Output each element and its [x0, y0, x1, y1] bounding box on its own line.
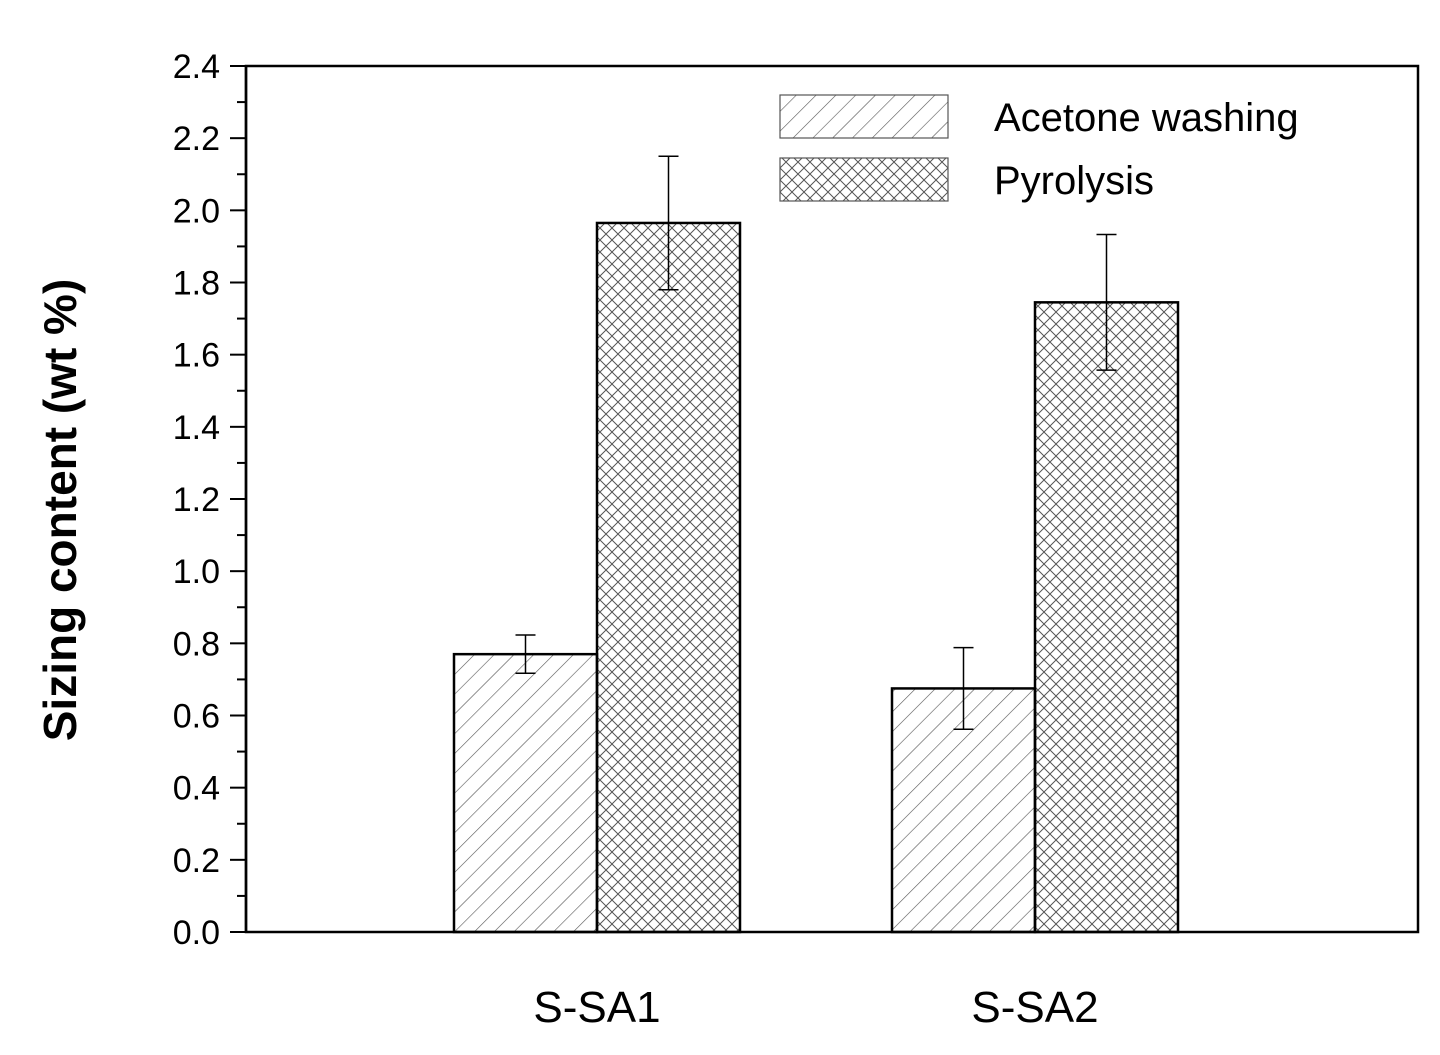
bar-s-sa2-pyrolysis	[1033, 301, 1180, 934]
y-tick-label: 0.2	[173, 842, 220, 880]
y-tick-label: 0.8	[173, 625, 220, 663]
x-category-label: S-SA2	[971, 983, 1098, 1032]
legend-swatch-pyrolysis	[779, 157, 949, 202]
y-tick-label: 1.2	[173, 481, 220, 519]
y-tick-label: 0.0	[173, 914, 220, 952]
legend-label-acetone-washing: Acetone washing	[994, 96, 1299, 140]
y-tick-label: 2.4	[173, 48, 220, 86]
bars-layer	[452, 221, 1180, 934]
y-tick-label: 1.6	[173, 337, 220, 375]
y-tick-label: 2.0	[173, 192, 220, 230]
legend-swatch-acetone-washing	[779, 94, 949, 139]
y-axis-title: Sizing content (wt %)	[34, 279, 86, 742]
y-tick-label: 0.4	[173, 770, 220, 808]
y-tick-label: 2.2	[173, 120, 220, 158]
bar-s-sa1-acetone-washing	[452, 652, 599, 934]
legend: Acetone washing Pyrolysis	[779, 94, 1299, 203]
y-tick-label: 1.4	[173, 409, 220, 447]
y-tick-label: 1.8	[173, 265, 220, 303]
bar-s-sa1-pyrolysis	[595, 221, 742, 934]
x-axis: S-SA1 S-SA2	[533, 983, 1098, 1032]
y-tick-label: 0.6	[173, 698, 220, 736]
x-category-label: S-SA1	[533, 983, 660, 1032]
errorbars-layer	[515, 155, 1117, 730]
y-tick-label: 1.0	[173, 553, 220, 591]
y-axis: 0.0 0.2 0.4 0.6 0.8 1.0 1.2 1.4 1.6 1.8 2.0 2.2 2.4	[173, 48, 248, 952]
legend-label-pyrolysis: Pyrolysis	[994, 159, 1154, 203]
